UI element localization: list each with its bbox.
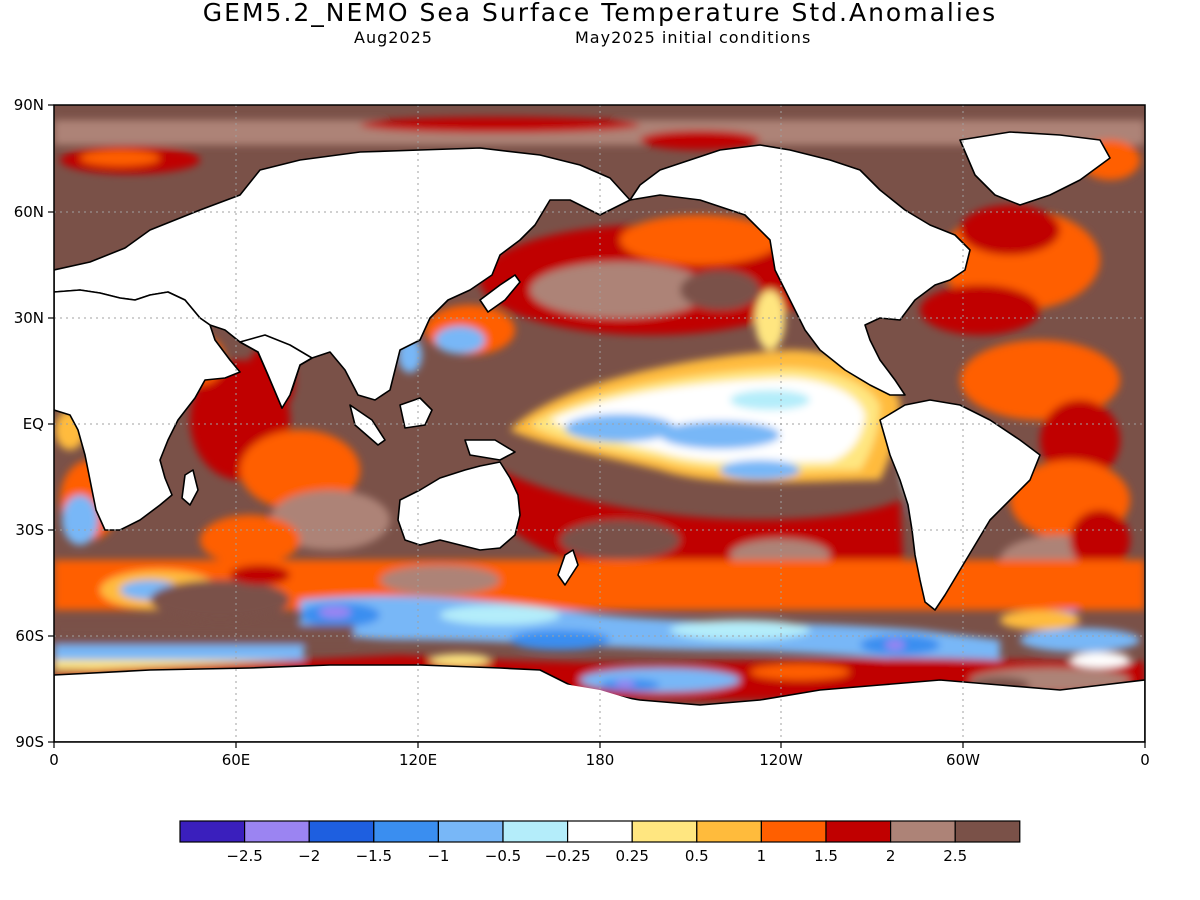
latitude-labels: 90N 60N 30N EQ 30S 60S 90S	[14, 96, 44, 751]
colorbar-label-2: −1.5	[356, 847, 392, 865]
lon-label-60e: 60E	[222, 751, 251, 769]
colorbar-swatch-6	[566, 820, 633, 843]
lon-label-0-east: 0	[1140, 751, 1150, 769]
colorbar-label-11: 2.5	[943, 847, 967, 865]
axis-ticks	[48, 104, 1146, 748]
land-sumatra	[349, 404, 386, 446]
lat-label-60n: 60N	[14, 203, 44, 221]
graticule	[54, 105, 1145, 742]
land-new-guinea	[464, 439, 516, 461]
colorbar-swatch-5	[502, 820, 569, 843]
colorbar-swatch-7	[631, 820, 698, 843]
colorbar-label-7: 0.5	[685, 847, 709, 865]
lon-label-120w: 120W	[759, 751, 803, 769]
lon-label-60w: 60W	[946, 751, 980, 769]
land-japan	[479, 274, 521, 313]
colorbar-label-0: −2.5	[226, 847, 262, 865]
land-borneo	[399, 397, 433, 429]
colorbar-label-4: −0.5	[485, 847, 521, 865]
land-india	[239, 334, 313, 409]
anomaly-patches	[54, 117, 1145, 700]
colorbar-label-8: 1	[757, 847, 767, 865]
land-south-america	[879, 399, 1041, 611]
lat-label-90n: 90N	[14, 96, 44, 114]
colorbar-swatch-10	[825, 820, 892, 843]
colorbar-swatch-1	[244, 820, 310, 843]
land-africa	[54, 289, 241, 531]
colorbar-swatch-4	[437, 820, 504, 843]
colorbar: −2.5 −2 −1.5 −1 −0.5 −0.25 0.25 0.5 1 1.5 2 2.5	[179, 820, 1021, 865]
colorbar-label-3: −1	[427, 847, 449, 865]
colorbar-label-9: 1.5	[814, 847, 838, 865]
colorbar-label-1: −2	[298, 847, 320, 865]
lat-label-60s: 60S	[15, 627, 44, 645]
lat-label-30n: 30N	[14, 309, 44, 327]
land-madagascar	[181, 469, 199, 506]
land-new-zealand	[557, 549, 579, 586]
anomaly-field	[54, 105, 1145, 742]
lat-label-eq: EQ	[23, 415, 44, 433]
longitude-labels: 0 60E 120E 180 120W 60W 0	[49, 751, 1150, 769]
colorbar-swatch-0	[179, 820, 246, 843]
colorbar-label-10: 2	[886, 847, 896, 865]
valid-month-label: Aug2025	[354, 28, 433, 47]
colorbar-swatch-8	[696, 820, 762, 843]
land-greenland	[959, 131, 1111, 206]
land-north-america	[629, 144, 971, 396]
map-title: GEM5.2_NEMO Sea Surface Temperature Std.…	[202, 0, 998, 27]
colorbar-swatch-12	[954, 820, 1021, 843]
colorbar-label-6: 0.25	[615, 847, 648, 865]
ross-ice-shelf	[540, 680, 700, 725]
colorbar-swatch-11	[889, 820, 956, 843]
colorbar-swatch-9	[760, 820, 827, 843]
lon-label-0: 0	[49, 751, 59, 769]
lat-label-90s: 90S	[15, 733, 44, 751]
colorbar-swatch-2	[308, 820, 375, 843]
initial-conditions-label: May2025 initial conditions	[575, 28, 812, 47]
lon-label-120e: 120E	[399, 751, 437, 769]
lat-label-30s: 30S	[15, 521, 44, 539]
colorbar-label-5: −0.25	[545, 847, 591, 865]
colorbar-swatch-3	[373, 820, 439, 843]
lon-label-180: 180	[586, 751, 615, 769]
